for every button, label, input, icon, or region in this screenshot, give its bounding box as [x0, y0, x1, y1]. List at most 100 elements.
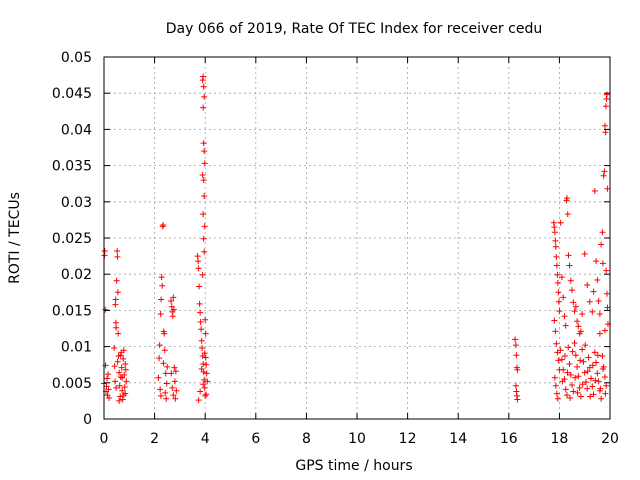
data-point [203, 370, 210, 377]
data-point [199, 172, 206, 179]
data-point [601, 168, 608, 175]
data-point [553, 253, 560, 260]
x-tick-label: 14 [449, 431, 467, 447]
data-point [562, 386, 569, 393]
data-point [200, 360, 207, 367]
data-point [162, 370, 169, 377]
data-point [112, 301, 119, 308]
data-point [585, 354, 592, 361]
data-point [105, 371, 112, 378]
data-point [599, 366, 606, 373]
data-point [552, 328, 559, 335]
y-axis-label: ROTI / TECUs [7, 192, 23, 284]
data-point [566, 262, 573, 269]
x-tick-label: 4 [201, 431, 210, 447]
data-point [582, 342, 589, 349]
data-point [171, 378, 178, 385]
data-point [553, 390, 560, 397]
data-point [555, 357, 562, 364]
data-point [156, 342, 163, 349]
data-point [554, 349, 561, 356]
data-point [575, 323, 582, 330]
data-point [581, 369, 588, 376]
data-point [112, 296, 119, 303]
data-point [603, 290, 610, 297]
data-point [601, 374, 608, 381]
data-point [584, 368, 591, 375]
data-point [595, 297, 602, 304]
data-point [599, 260, 606, 267]
data-point [563, 392, 570, 399]
data-point [574, 363, 581, 370]
y-tick-label: 0.005 [52, 376, 92, 392]
x-tick-label: 12 [399, 431, 417, 447]
data-point [171, 364, 178, 371]
x-axis-label: GPS time / hours [295, 458, 412, 474]
data-point [597, 385, 604, 392]
data-point [119, 396, 126, 403]
data-point [592, 377, 599, 384]
data-point [553, 340, 560, 347]
x-tick-label: 16 [500, 431, 518, 447]
data-point [556, 308, 563, 315]
data-point [120, 392, 127, 399]
data-point [570, 388, 577, 395]
data-point [199, 345, 206, 352]
data-point [200, 381, 207, 388]
data-point [169, 384, 176, 391]
data-point [106, 395, 113, 402]
data-point [161, 347, 168, 354]
data-point [593, 258, 600, 265]
data-point [589, 308, 596, 315]
data-point [117, 393, 124, 400]
data-point [569, 348, 576, 355]
data-point [513, 388, 520, 395]
data-point [196, 283, 203, 290]
x-tick-label: 20 [601, 431, 619, 447]
data-point [104, 375, 111, 382]
data-point [201, 93, 208, 100]
data-point [553, 262, 560, 269]
data-point [158, 296, 165, 303]
data-point [555, 289, 562, 296]
data-point [552, 243, 559, 250]
data-point [163, 380, 170, 387]
data-point [600, 172, 607, 179]
data-point [200, 140, 207, 147]
data-point [569, 287, 576, 294]
data-point [117, 352, 124, 359]
x-tick-label: 10 [348, 431, 366, 447]
tick-layer: 0 2 4 6 8 10 12 14 16 18 20 0 0.005 0.01 0.015 0.02 0.02… [52, 50, 619, 447]
data-point [200, 104, 207, 111]
data-point [123, 378, 130, 385]
data-point [200, 177, 207, 184]
data-point [604, 304, 611, 311]
data-point [554, 271, 561, 278]
data-point [554, 395, 561, 402]
data-point [594, 352, 601, 359]
data-point [196, 300, 203, 307]
data-point [567, 395, 574, 402]
data-point [512, 382, 519, 389]
y-tick-label: 0.02 [61, 267, 92, 283]
data-point [120, 355, 127, 362]
data-point [603, 95, 610, 102]
data-point [551, 229, 558, 236]
data-point [201, 350, 208, 357]
data-point [571, 339, 578, 346]
data-point [113, 324, 120, 331]
data-point [551, 374, 558, 381]
data-point [567, 371, 574, 378]
data-point [559, 378, 566, 385]
data-point [114, 253, 121, 260]
data-point [114, 248, 121, 255]
data-point [603, 382, 610, 389]
data-point [195, 397, 202, 404]
data-point [202, 316, 209, 323]
data-point [195, 258, 202, 265]
data-point [198, 366, 205, 373]
x-tick-label: 0 [100, 431, 109, 447]
data-point [203, 391, 210, 398]
data-point [513, 392, 520, 399]
data-point [197, 388, 204, 395]
